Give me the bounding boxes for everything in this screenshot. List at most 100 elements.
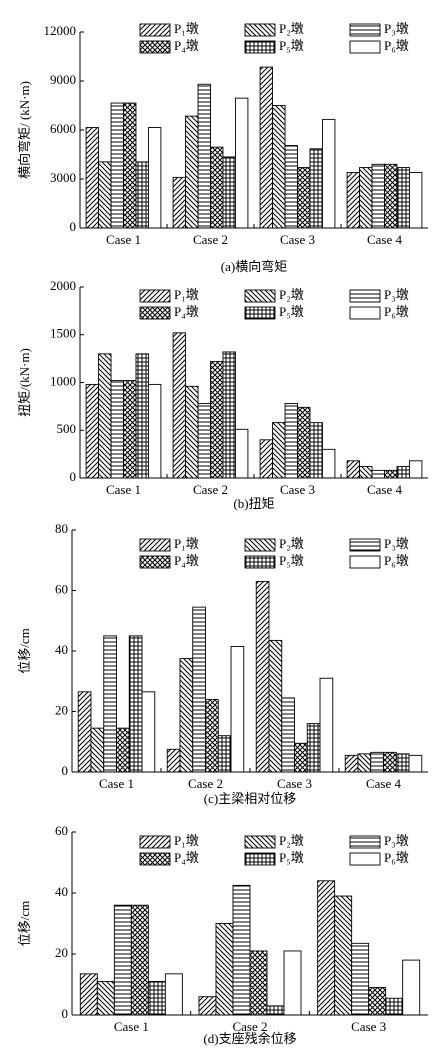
y-tick-label: 0 (70, 469, 77, 484)
bar (210, 146, 224, 229)
bar (284, 403, 298, 479)
bar (185, 115, 199, 229)
legend-label: P₆墩 (384, 850, 409, 865)
x-tick-label: Case 3 (351, 1019, 386, 1034)
bar (371, 469, 385, 479)
bar (370, 751, 384, 773)
caption: (d)支座残余位移 (203, 1031, 296, 1046)
y-tick-label: 40 (55, 642, 68, 657)
legend-label: P₁墩 (174, 536, 199, 551)
bar (217, 735, 232, 773)
bar (368, 987, 387, 1016)
legend-label: P₁墩 (174, 287, 199, 302)
y-tick-label: 2000 (50, 278, 76, 293)
legend-label: P₂墩 (279, 287, 304, 302)
legend-label: P₃墩 (384, 833, 409, 848)
bar (185, 385, 199, 479)
x-tick-label: Case 1 (106, 232, 141, 247)
bar (346, 460, 361, 479)
x-tick-label: Case 1 (99, 776, 134, 791)
bar (77, 691, 92, 773)
bar (272, 105, 286, 229)
legend-swatch (349, 306, 381, 320)
bar (346, 172, 361, 229)
bar (166, 748, 181, 773)
legend-label: P₃墩 (384, 21, 409, 36)
bar (359, 167, 373, 229)
legend-swatch (244, 538, 276, 552)
legend-swatch (244, 835, 276, 849)
bar (130, 904, 149, 1016)
bar (215, 923, 234, 1016)
legend-swatch (244, 555, 276, 569)
bar (321, 448, 336, 479)
legend-label: P₃墩 (384, 287, 409, 302)
bar (309, 148, 323, 229)
legend-swatch (139, 306, 171, 320)
bar (96, 981, 115, 1016)
legend-swatch (244, 289, 276, 303)
y-tick-label: 500 (57, 421, 77, 436)
y-tick-label: 80 (55, 521, 68, 536)
bar (259, 66, 274, 229)
legend-swatch (349, 40, 381, 54)
bar (110, 102, 124, 229)
bar (123, 380, 137, 479)
legend-swatch (139, 23, 171, 37)
y-tick-label: 20 (55, 945, 68, 960)
bar (197, 403, 211, 479)
legend-swatch (349, 555, 381, 569)
legend-label: P₃墩 (384, 536, 409, 551)
y-axis-label: 位移/cm (17, 901, 32, 947)
legend-swatch (139, 538, 171, 552)
legend-label: P₆墩 (384, 304, 409, 319)
y-tick-label: 3000 (50, 170, 76, 185)
y-axis-label: 扭矩/(kN·m) (17, 348, 32, 417)
y-tick-label: 0 (62, 1006, 69, 1021)
bar (103, 635, 117, 773)
legend-label: P₁墩 (174, 833, 199, 848)
bar (234, 97, 249, 229)
bar (266, 1005, 285, 1016)
y-tick-label: 1500 (50, 326, 76, 341)
bar (396, 167, 410, 229)
bar (192, 606, 206, 773)
bar (357, 753, 372, 773)
bar (384, 469, 398, 479)
bar (141, 691, 156, 773)
bar (351, 942, 370, 1016)
y-axis-label: 横向弯矩/ (kN·m) (17, 81, 32, 179)
legend-label: P₄墩 (174, 304, 199, 319)
legend-swatch (139, 835, 171, 849)
bar (408, 172, 423, 229)
bar (222, 156, 236, 229)
legend-label: P₆墩 (384, 553, 409, 568)
x-tick-label: Case 4 (366, 776, 402, 791)
bar (371, 163, 385, 229)
x-tick-label: Case 2 (193, 232, 228, 247)
y-tick-label: 0 (62, 763, 69, 778)
legend-label: P₅墩 (279, 553, 304, 568)
bar (85, 383, 100, 479)
bar (210, 361, 224, 479)
bar (113, 904, 132, 1016)
legend-label: P₄墩 (174, 553, 199, 568)
x-tick-label: Case 1 (106, 482, 141, 497)
bar (321, 118, 336, 229)
legend-label: P₄墩 (174, 850, 199, 865)
bar (98, 353, 112, 479)
legend-swatch (349, 23, 381, 37)
bar (344, 754, 359, 773)
bar (147, 981, 166, 1016)
bar (297, 406, 311, 479)
legend-label: P₄墩 (174, 38, 199, 53)
bar (385, 997, 404, 1016)
bar (222, 351, 236, 479)
bar (79, 973, 98, 1016)
bar (396, 466, 410, 479)
legend-label: P₂墩 (279, 833, 304, 848)
legend-label: P₅墩 (279, 304, 304, 319)
bar (230, 646, 245, 773)
bar (402, 959, 421, 1016)
